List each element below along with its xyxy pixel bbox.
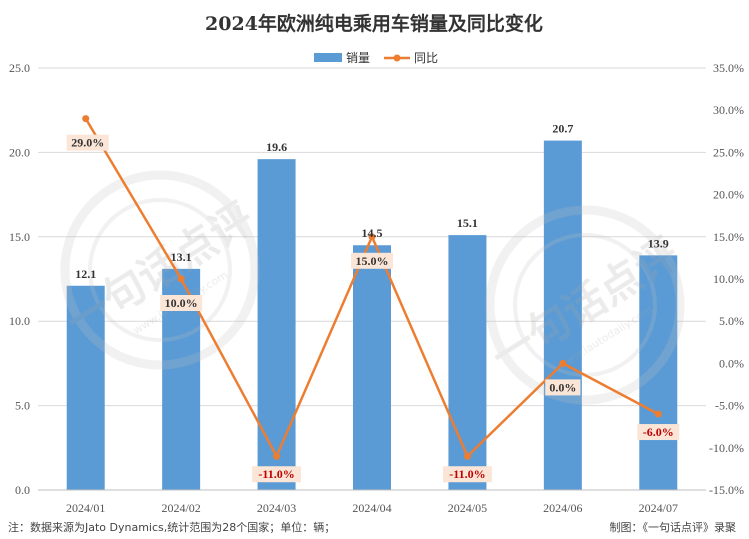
yoy-point: [463, 452, 471, 460]
y-right-tick-label: 25.0%: [713, 145, 744, 159]
bar-value-label: 14.5: [362, 226, 383, 240]
legend-marker-line: [393, 54, 401, 62]
yoy-value-label: -11.0%: [258, 467, 294, 481]
yoy-point: [559, 359, 567, 367]
y-right-tick-label: -5.0%: [715, 399, 744, 413]
yoy-point: [654, 410, 662, 418]
yoy-value-label: 10.0%: [165, 296, 198, 310]
yoy-point: [177, 275, 185, 283]
x-tick-label: 2024/06: [543, 501, 582, 515]
yoy-label-bg: [252, 466, 301, 483]
y-left-tick-label: 10.0: [9, 314, 30, 328]
legend: 销量 同比: [314, 51, 438, 65]
bar: [448, 235, 487, 490]
yoy-point: [273, 452, 281, 460]
y-right-tick-label: -10.0%: [709, 441, 744, 455]
yoy-label-bg: [66, 134, 109, 151]
y-right-tick-label: -15.0%: [709, 483, 744, 497]
x-tick-label: 2024/02: [161, 501, 200, 515]
bar-value-label: 20.7: [552, 122, 573, 136]
bar: [66, 285, 105, 490]
axes: 0.0 5.0 10.0 15.0 20.0 25.0 -15.0% -10.0% -5.0% 0…: [9, 61, 744, 515]
y-right-tick-label: 10.0%: [713, 272, 744, 286]
x-tick-label: 2024/01: [66, 501, 105, 515]
yoy-label-bg: [160, 295, 203, 311]
yoy-line: [82, 115, 662, 460]
yoy-label-bg: [637, 424, 680, 441]
legend-label-line: 同比: [414, 51, 438, 65]
y-right-tick-label: 0.0%: [719, 356, 744, 370]
yoy-value-label: -6.0%: [643, 425, 674, 439]
y-right-tick-label: 5.0%: [719, 314, 744, 328]
legend-label-bar: 销量: [346, 51, 370, 65]
bar-value-label: 19.6: [266, 140, 287, 154]
yoy-point: [368, 233, 376, 241]
y-right-tick-label: 35.0%: [713, 61, 744, 75]
bar: [353, 245, 391, 490]
y-left-tick-label: 0.0: [15, 483, 30, 497]
bar-value-label: 12.1: [75, 267, 96, 281]
bar: [257, 159, 296, 491]
yoy-value-label: 15.0%: [356, 254, 389, 268]
yoy-point: [82, 115, 90, 123]
y-left-tick-label: 15.0: [9, 230, 30, 244]
x-tick-label: 2024/03: [257, 501, 296, 515]
bar-value-label: 15.1: [457, 216, 478, 230]
y-right-tick-label: 15.0%: [713, 230, 744, 244]
y-left-tick-label: 20.0: [9, 145, 30, 159]
footer-credit: 制图：《一句话点评》录聚: [610, 521, 737, 534]
yoy-value-label: -11.0%: [449, 467, 485, 481]
y-left-tick-label: 25.0: [9, 61, 30, 75]
footer-note: 注：数据来源为Jato Dynamics,统计范围为28个国家；单位：辆；: [8, 520, 335, 534]
yoy-value-label: 29.0%: [71, 136, 104, 150]
data-labels: 12.1 13.1 19.6 14.5 15.1 20.7 13.9 29.0% 10.0% -1…: [66, 122, 680, 483]
y-left-tick-label: 5.0: [15, 399, 30, 413]
bar: [639, 255, 678, 490]
y-right-tick-label: 30.0%: [713, 103, 744, 117]
y-right-tick-label: 20.0%: [713, 188, 744, 202]
bar-value-label: 13.1: [171, 250, 192, 264]
yoy-label-bg: [545, 379, 581, 396]
x-tick-label: 2024/05: [448, 501, 487, 515]
bar-value-label: 13.9: [648, 236, 669, 250]
chart-title: 2024年欧洲纯电乘用车销量及同比变化: [205, 12, 543, 35]
x-tick-label: 2024/07: [639, 501, 678, 515]
x-tick-label: 2024/04: [352, 501, 391, 515]
yoy-label-bg: [351, 252, 393, 269]
yoy-value-label: 0.0%: [549, 380, 576, 394]
yoy-label-bg: [443, 466, 492, 483]
legend-swatch-bar: [314, 53, 342, 62]
bar: [543, 140, 582, 491]
watermark-right: 一句话点评 www.iautodaily.com: [483, 205, 687, 405]
